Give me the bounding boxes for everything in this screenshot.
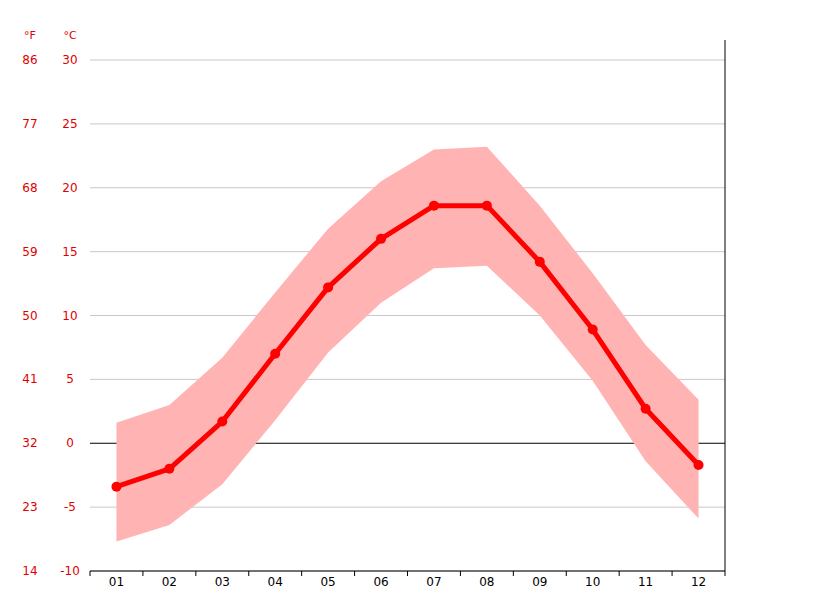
y2-tick-label: 14 <box>22 564 37 578</box>
y-tick-label: 30 <box>62 53 77 67</box>
x-tick-label: 09 <box>532 575 547 589</box>
plot-area <box>111 147 703 542</box>
x-tick-label: 06 <box>373 575 388 589</box>
line-marker <box>429 201 439 211</box>
y-tick-label: 15 <box>62 245 77 259</box>
x-tick <box>725 571 726 576</box>
range-band <box>116 147 698 542</box>
grid-line <box>90 315 725 316</box>
y-axis-title: °C <box>63 29 77 42</box>
x-tick-label: 12 <box>691 575 706 589</box>
line-marker <box>323 282 333 292</box>
y2-tick-label: 32 <box>22 436 37 450</box>
line-marker <box>641 404 651 414</box>
x-tick-label: 04 <box>268 575 283 589</box>
y2-tick-label: 59 <box>22 245 37 259</box>
x-tick-label: 08 <box>479 575 494 589</box>
y2-tick-label: 41 <box>22 372 37 386</box>
x-tick <box>619 571 620 576</box>
line-marker <box>164 464 174 474</box>
x-tick <box>354 571 355 576</box>
line-marker <box>535 257 545 267</box>
y2-tick-label: 77 <box>22 117 37 131</box>
y2-tick-label: 50 <box>22 309 37 323</box>
y2-axis-title: °F <box>24 29 36 42</box>
x-tick <box>248 571 249 576</box>
line-marker <box>482 201 492 211</box>
line-marker <box>217 417 227 427</box>
line-marker <box>111 482 121 492</box>
x-tick-label: 11 <box>638 575 653 589</box>
x-tick <box>142 571 143 576</box>
x-tick <box>301 571 302 576</box>
y2-tick-label: 23 <box>22 500 37 514</box>
grid-line <box>90 60 725 61</box>
y2-tick-label: 86 <box>22 53 37 67</box>
x-tick <box>90 571 91 576</box>
x-tick <box>672 571 673 576</box>
line-series <box>116 206 698 487</box>
y-tick-label: 5 <box>66 372 74 386</box>
x-tick-label: 07 <box>426 575 441 589</box>
right-axis <box>725 40 726 571</box>
y-tick-label: 10 <box>62 309 77 323</box>
x-tick <box>513 571 514 576</box>
y2-tick-label: 68 <box>22 181 37 195</box>
line-marker <box>270 349 280 359</box>
x-tick <box>195 571 196 576</box>
chart-svg: -10-5051015202530142332415059687786°F°C0… <box>0 0 815 611</box>
x-tick <box>460 571 461 576</box>
x-tick <box>566 571 567 576</box>
y-tick-label: 0 <box>66 436 74 450</box>
y-tick-label: 20 <box>62 181 77 195</box>
line-marker <box>376 234 386 244</box>
line-marker <box>694 460 704 470</box>
x-tick-label: 10 <box>585 575 600 589</box>
x-tick <box>407 571 408 576</box>
y-tick-label: -10 <box>60 564 80 578</box>
x-tick-label: 05 <box>320 575 335 589</box>
x-tick-label: 01 <box>109 575 124 589</box>
grid-line <box>90 123 725 124</box>
line-marker <box>588 325 598 335</box>
x-tick-label: 03 <box>215 575 230 589</box>
y-tick-label: 25 <box>62 117 77 131</box>
chart-container: -10-5051015202530142332415059687786°F°C0… <box>0 0 815 611</box>
x-tick-label: 02 <box>162 575 177 589</box>
y-tick-label: -5 <box>64 500 76 514</box>
